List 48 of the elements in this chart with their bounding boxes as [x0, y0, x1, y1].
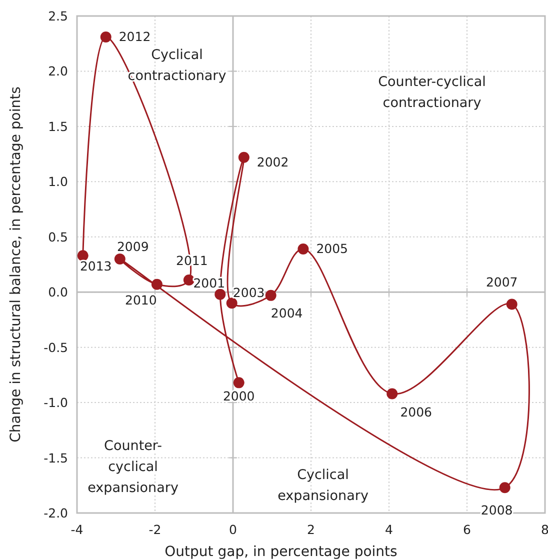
x-tick-label: 4	[385, 522, 394, 537]
point	[226, 298, 238, 309]
y-axis-title: Change in structural balance, in percentage points	[8, 86, 24, 442]
y-tick-label: 0.0	[48, 284, 68, 300]
y-tick-label: 2.5	[48, 8, 68, 24]
x-tick-label: -2	[148, 522, 162, 537]
y-tick-label: 1.5	[48, 118, 68, 134]
annotation: 2009	[116, 238, 149, 254]
x-tick-label: 8	[541, 522, 548, 537]
annotation: 2007	[486, 274, 518, 290]
x-tick-label: -4	[70, 522, 84, 537]
y-tick-label: -2.0	[44, 506, 68, 520]
point	[151, 278, 162, 290]
y-tick-label: -0.5	[44, 340, 68, 355]
x-tick-label: 2	[307, 522, 315, 537]
y-tick-label: 2.0	[48, 64, 68, 79]
point	[265, 290, 276, 301]
point	[114, 253, 126, 264]
y-tick-label: 1.0	[48, 174, 68, 190]
annotation: 2002	[256, 154, 289, 170]
x-axis-title: Output gap, in percentage points	[164, 544, 398, 560]
point	[499, 482, 510, 494]
point	[298, 244, 309, 255]
annotation: 2005	[316, 241, 348, 256]
annotation: 2003	[232, 285, 265, 300]
point	[506, 298, 518, 310]
annotation: 2010	[125, 292, 157, 308]
annotation: 2013	[80, 258, 112, 274]
x-tick-label: 6	[463, 522, 472, 537]
point	[233, 377, 244, 388]
annotation: Counter- cyclical expansionary	[88, 438, 178, 496]
annotation: 2008	[480, 502, 513, 518]
point	[386, 388, 398, 400]
annotation: Counter-cyclical contractionary	[378, 74, 486, 111]
point	[214, 288, 226, 300]
y-tick-label: -1.0	[44, 395, 68, 410]
point	[77, 250, 88, 262]
annotation: Cyclical expansionary	[278, 467, 368, 504]
x-tick-label: 0	[229, 522, 238, 537]
point	[238, 152, 250, 163]
point	[183, 274, 194, 286]
y-tick-label: 0.5	[48, 229, 68, 244]
annotation: 2006	[400, 404, 432, 420]
annotation: 2004	[270, 305, 303, 320]
y-tick-label: -1.5	[44, 450, 68, 466]
annotation: 2000	[222, 388, 255, 404]
point	[100, 31, 112, 42]
annotation: 2012	[118, 28, 151, 44]
